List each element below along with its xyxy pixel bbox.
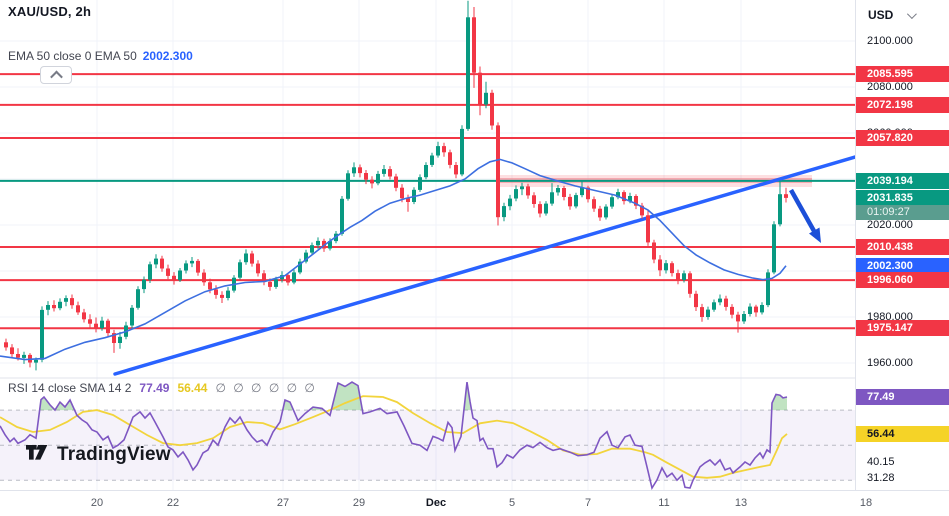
rsi-sma-value: 56.44 xyxy=(177,381,208,395)
ema-indicator-label: EMA 50 close 0 EMA 50 xyxy=(8,49,137,63)
price-rsi-chart-svg xyxy=(0,0,857,491)
price-level-badge: 2072.198 xyxy=(856,96,949,113)
time-axis-label: 13 xyxy=(734,497,748,509)
price-level-badge: 2057.820 xyxy=(856,130,949,146)
price-level-badge: 2010.438 xyxy=(856,238,949,255)
current-price-value: 2031.835 xyxy=(856,189,949,205)
time-axis-label: Dec xyxy=(425,497,447,509)
time-axis-label: 29 xyxy=(352,497,366,509)
watermark-text: TradingView xyxy=(57,444,171,465)
price-level-badge: 1996.060 xyxy=(856,272,949,289)
legend-collapse-button[interactable] xyxy=(40,66,72,84)
rsi-level-badge: 56.44 xyxy=(856,425,949,442)
price-tick: 2100.000 xyxy=(867,35,913,47)
rsi-level-badge: 77.49 xyxy=(856,389,949,405)
price-tick: 1980.000 xyxy=(867,311,913,323)
tradingview-logo-icon xyxy=(26,445,48,460)
price-level-badge: 2002.300 xyxy=(856,257,949,274)
bar-countdown: 01:09:27 xyxy=(856,204,949,220)
rsi-indicator-label: RSI 14 close SMA 14 2 xyxy=(8,381,132,395)
symbol-title[interactable]: XAU/USD, 2h xyxy=(8,4,92,19)
price-level-badge: 2085.595 xyxy=(856,66,949,83)
chevron-up-icon xyxy=(49,70,63,83)
price-level-badge: 2039.194 xyxy=(856,172,949,189)
chart-canvas[interactable] xyxy=(0,0,857,491)
price-tick: 2080.000 xyxy=(867,81,913,93)
rsi-empty-values: ∅ ∅ ∅ ∅ ∅ ∅ xyxy=(215,381,317,395)
currency-label: USD xyxy=(868,8,894,22)
time-axis-label: 5 xyxy=(508,497,516,509)
price-level-badge: 1975.147 xyxy=(856,320,949,337)
time-axis-label: 22 xyxy=(166,497,180,509)
chart-legend: XAU/USD, 2h EMA 50 close 0 EMA 50 2002.30… xyxy=(8,4,193,63)
time-axis-label: 7 xyxy=(584,497,592,509)
ema-indicator-row[interactable]: EMA 50 close 0 EMA 50 2002.300 xyxy=(8,49,193,63)
price-scale[interactable]: USD 2100.0002080.0002060.0002020.0001980… xyxy=(855,0,949,490)
rsi-tick: 31.28 xyxy=(867,472,895,484)
rsi-tick: 40.15 xyxy=(867,456,895,469)
tradingview-watermark: TradingView xyxy=(26,444,171,466)
price-tick: 2020.000 xyxy=(867,219,913,231)
rsi-value: 77.49 xyxy=(139,381,170,395)
time-axis-label: 20 xyxy=(90,497,104,509)
time-axis-label: 27 xyxy=(276,497,290,509)
current-price-badge: 2031.835 01:09:27 xyxy=(856,189,949,220)
currency-dropdown[interactable]: USD xyxy=(868,4,918,26)
time-axis-label: 11 xyxy=(658,497,670,509)
time-axis-label: 18 xyxy=(859,497,873,509)
rsi-indicator-row[interactable]: RSI 14 close SMA 14 2 77.49 56.44 ∅ ∅ ∅ ∅ ∅… xyxy=(8,381,317,395)
chevron-down-icon xyxy=(907,8,918,19)
ema-indicator-value: 2002.300 xyxy=(142,49,193,63)
price-tick: 1960.000 xyxy=(867,357,913,369)
time-axis[interactable]: 20 22 27 29 Dec 5 7 11 13 18 xyxy=(0,490,949,516)
